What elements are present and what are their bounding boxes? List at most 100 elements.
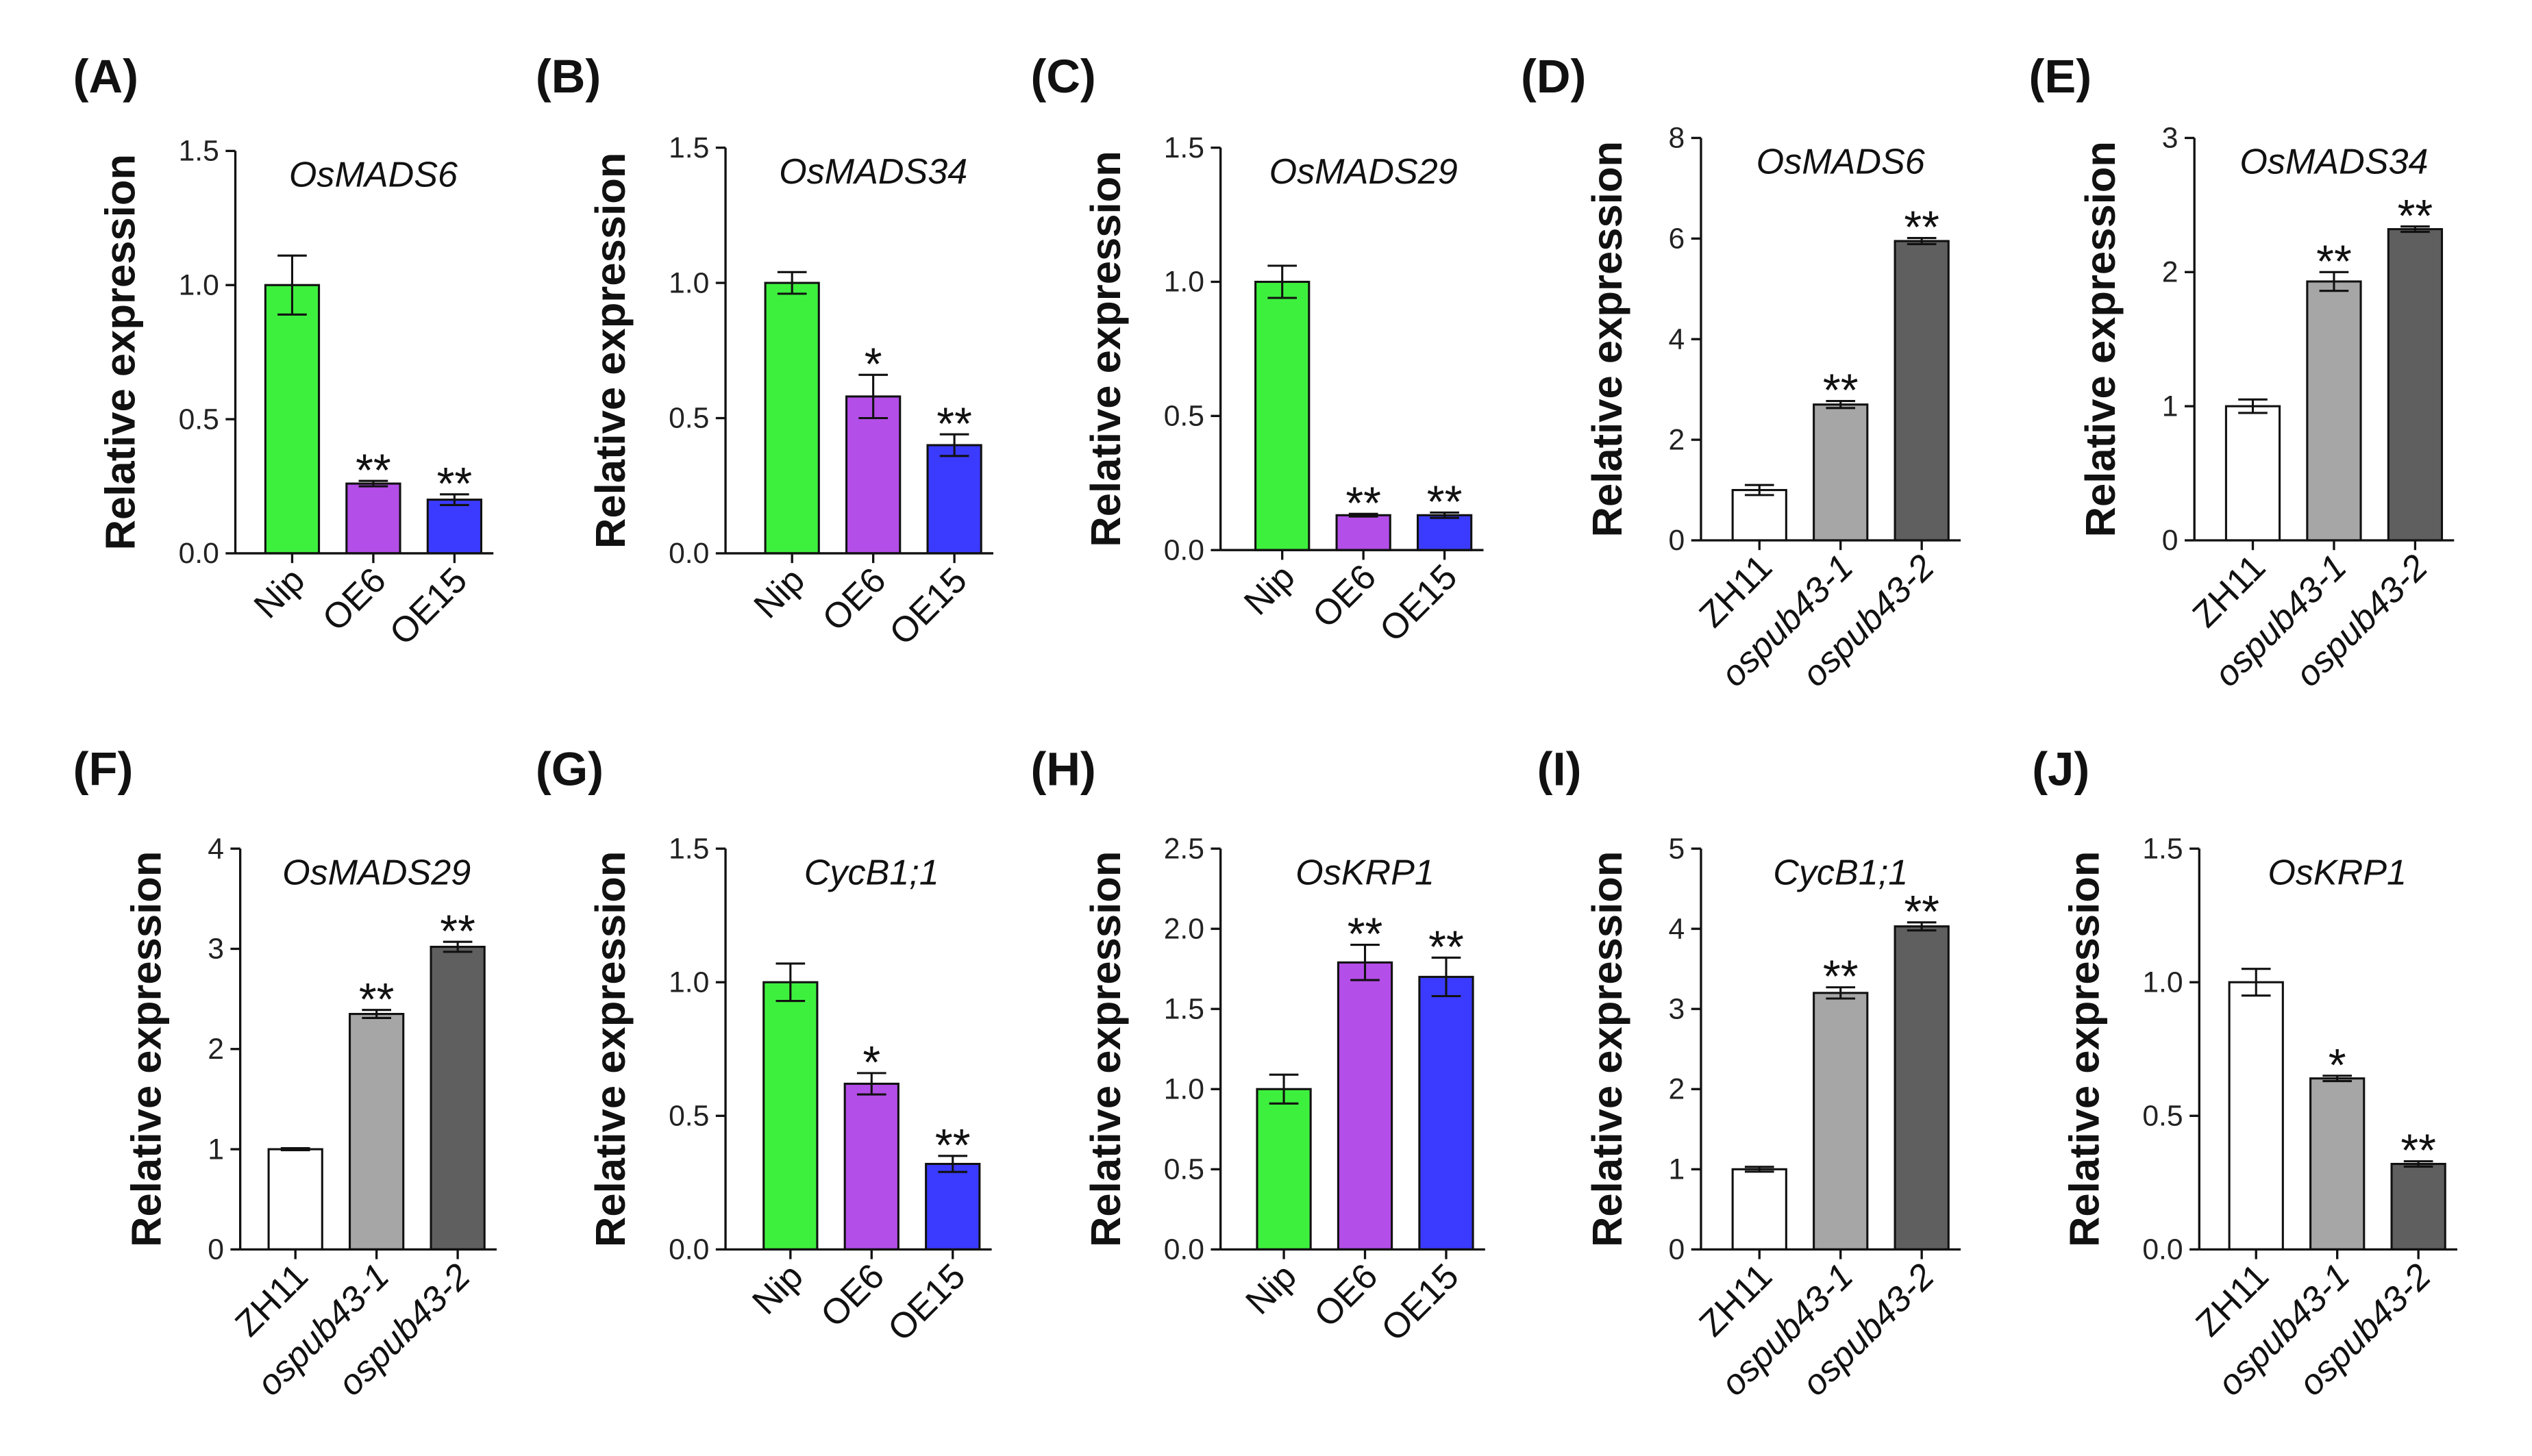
y-tick-label: 3 [2162, 122, 2179, 155]
bar-ospub43-2 [1894, 240, 1950, 542]
significance-mark: ** [2400, 1126, 2436, 1177]
y-tick-label: 4 [1669, 912, 1685, 945]
y-tick-label: 1.5 [1164, 131, 1204, 164]
significance-mark: ** [1345, 478, 1381, 529]
y-tick-label: 1.5 [2142, 832, 2183, 865]
y-tick-label: 0 [2162, 524, 2179, 557]
y-tick-label: 0.0 [669, 537, 709, 570]
bar-Nip [1256, 1088, 1312, 1251]
bar-OE6 [1335, 514, 1391, 551]
y-axis-label: Relative expression [1584, 141, 1631, 538]
y-tick-label: 0.5 [669, 1100, 709, 1133]
y-tick-label: 4 [208, 832, 224, 865]
y-axis-label: Relative expression [2061, 851, 2108, 1247]
chart-title: OsMADS34 [2239, 142, 2428, 182]
significance-mark: * [862, 1038, 880, 1088]
significance-mark: ** [2398, 191, 2433, 242]
y-tick-label: 2 [2162, 256, 2179, 289]
y-tick-label: 6 [1669, 223, 1685, 255]
y-axis-label: Relative expression [1082, 851, 1130, 1247]
bar-ospub43-2 [2387, 228, 2444, 542]
chart-title: OsKRP1 [1295, 853, 1435, 892]
significance-mark: ** [1428, 922, 1464, 972]
panel-a: (A) OsMADS6 Relative expression Nip ** OE6 ** O… [73, 50, 494, 653]
bar-OE15 [926, 444, 982, 555]
panel-label: (J) [2032, 743, 2089, 796]
y-tick-label: 1.0 [1164, 1072, 1204, 1105]
panel-label: (D) [1521, 50, 1586, 103]
y-axis-label: Relative expression [2077, 141, 2124, 538]
y-tick-label: 5 [1669, 832, 1685, 865]
x-tick-label: OE15 [882, 560, 975, 653]
y-tick-label: 2 [1669, 423, 1685, 456]
y-tick-label: 1.0 [2142, 966, 2183, 999]
bar-Nip [764, 281, 820, 555]
chart-title: OsMADS29 [1269, 152, 1458, 192]
y-tick-label: 0 [208, 1233, 224, 1266]
significance-mark: ** [1904, 887, 1939, 938]
significance-mark: ** [1348, 909, 1383, 960]
y-tick-label: 1 [2162, 390, 2179, 423]
y-tick-label: 4 [1669, 323, 1685, 355]
x-tick-label: OE15 [880, 1256, 973, 1348]
x-tick-label: OE6 [1305, 557, 1384, 636]
bar-OE15 [925, 1162, 981, 1251]
panel-label: (C) [1030, 50, 1095, 103]
y-tick-label: 8 [1669, 122, 1685, 155]
bar-Nip [1254, 280, 1311, 551]
x-tick-label: OE6 [815, 560, 894, 639]
x-tick-label: Nip [747, 560, 812, 626]
bar-ZH11 [2224, 405, 2281, 542]
panel-c: (C) OsMADS29 Relative expression Nip ** OE6 **… [1030, 50, 1484, 650]
panel-label: (E) [2029, 50, 2092, 103]
chart-title: CycB1;1 [1773, 853, 1908, 892]
bar-OE6 [345, 482, 401, 555]
y-tick-label: 0 [1669, 1233, 1685, 1266]
significance-mark: ** [1427, 477, 1463, 527]
x-tick-label: OE6 [1307, 1256, 1386, 1335]
y-axis-label: Relative expression [123, 851, 171, 1247]
chart-title: OsMADS34 [779, 152, 967, 192]
y-tick-label: 2.5 [1164, 832, 1204, 865]
bar-Nip [264, 284, 321, 555]
y-axis-label: Relative expression [97, 154, 145, 551]
y-tick-label: 0.5 [2142, 1100, 2183, 1133]
y-tick-label: 2 [1669, 1072, 1685, 1105]
y-tick-label: 0.0 [669, 1233, 709, 1266]
significance-mark: ** [359, 975, 395, 1025]
panel-label: (F) [73, 743, 134, 796]
y-tick-label: 1.5 [179, 135, 219, 168]
y-axis-label: Relative expression [587, 851, 634, 1247]
bar-ospub43-1 [2306, 280, 2362, 542]
y-tick-label: 1 [208, 1133, 224, 1166]
bar-ospub43-1 [1813, 992, 1869, 1251]
significance-mark: ** [935, 1120, 971, 1171]
x-tick-label: OE6 [315, 560, 394, 639]
x-tick-label: OE6 [813, 1256, 892, 1335]
x-tick-label: OE15 [382, 560, 475, 653]
y-tick-label: 1.0 [669, 966, 709, 999]
bar-ospub43-2 [430, 945, 486, 1251]
y-axis-label: Relative expression [1082, 151, 1130, 547]
significance-mark: ** [1904, 203, 1939, 253]
x-tick-label: Nip [1237, 557, 1302, 623]
panel-label: (G) [536, 743, 604, 796]
panel-g: (G) CycB1;1 Relative expression Nip * OE6 ** OE… [536, 743, 992, 1349]
significance-mark: * [865, 339, 882, 390]
y-tick-label: 0.5 [669, 402, 709, 435]
bar-ospub43-2 [1894, 925, 1950, 1251]
y-tick-label: 1 [1669, 1153, 1685, 1186]
significance-mark: ** [1823, 366, 1859, 416]
y-tick-label: 0.0 [179, 537, 219, 570]
y-tick-label: 1.0 [1164, 266, 1204, 299]
chart-title: OsMADS6 [289, 155, 458, 195]
y-tick-label: 1.0 [179, 268, 219, 301]
significance-mark: ** [1823, 952, 1859, 1003]
significance-mark: * [2329, 1040, 2346, 1091]
bar-ZH11 [1731, 489, 1787, 542]
y-tick-label: 2 [208, 1033, 224, 1066]
